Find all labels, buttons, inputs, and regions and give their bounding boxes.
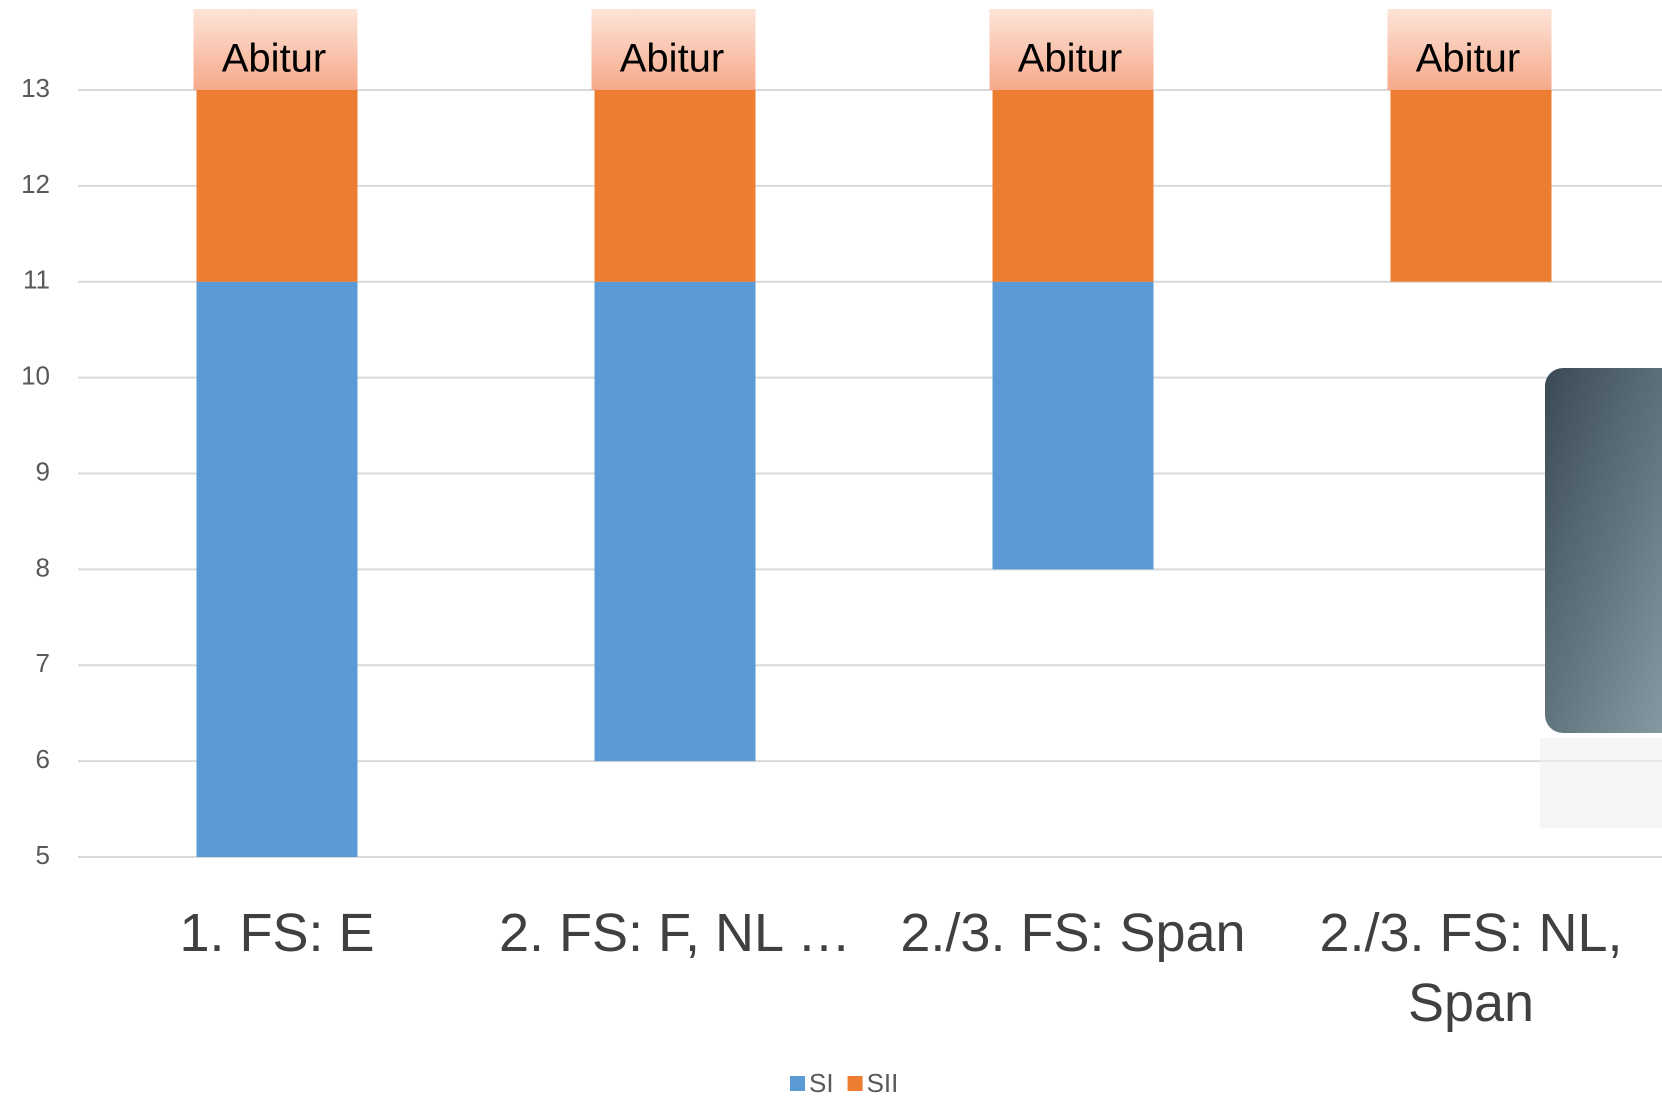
- bar: [1391, 90, 1552, 282]
- bar: [993, 90, 1154, 282]
- x-tick-label: 2./3. FS: NL, Span: [1281, 898, 1661, 1038]
- bar-label: Abitur: [620, 37, 725, 81]
- x-tick-label: 2./3. FS: Span: [883, 898, 1263, 968]
- y-tick-label: 7: [36, 648, 50, 678]
- photo: [1545, 368, 1662, 733]
- chart-page: 5 6 7 8 9 10 11 12 13 Abitur Abitur Abitur Abitur SI S…: [0, 0, 1662, 1098]
- x-tick-label: 2. FS: F, NL …: [485, 898, 865, 968]
- legend-swatch: [848, 1076, 863, 1091]
- bar: [595, 282, 756, 761]
- y-tick-label: 11: [23, 265, 50, 295]
- y-tick-label: 5: [36, 840, 50, 870]
- bar-label: Abitur: [1018, 37, 1123, 81]
- photo-reflection: [1540, 738, 1662, 828]
- y-tick-label: 10: [21, 361, 50, 391]
- y-tick-label: 13: [21, 73, 50, 103]
- bar: [993, 282, 1154, 570]
- bar-label: Abitur: [1416, 37, 1521, 81]
- y-tick-label: 6: [36, 744, 50, 774]
- legend-label: SII: [867, 1068, 899, 1098]
- bar: [197, 282, 358, 857]
- legend-label: SI: [809, 1068, 834, 1098]
- legend-swatch: [790, 1076, 805, 1091]
- y-tick-label: 12: [21, 169, 50, 199]
- y-tick-label: 8: [36, 552, 50, 582]
- x-tick-label: 1. FS: E: [87, 898, 467, 968]
- bar-label: Abitur: [222, 37, 327, 81]
- bar: [197, 90, 358, 282]
- y-tick-label: 9: [36, 456, 50, 486]
- bar: [595, 90, 756, 282]
